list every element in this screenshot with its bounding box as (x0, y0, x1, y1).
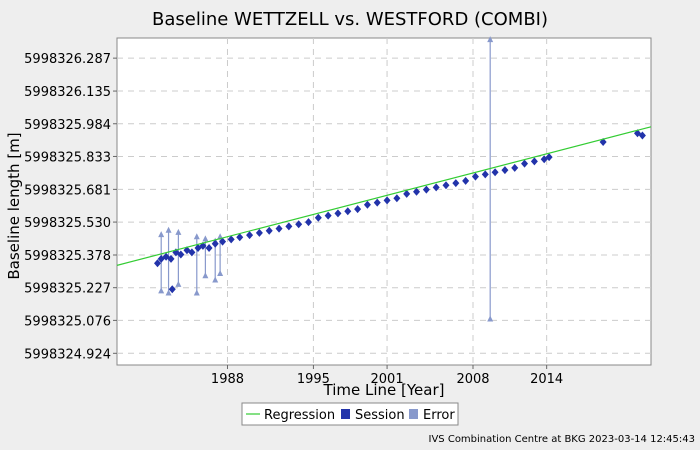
y-tick-label: 5998325.227 (24, 282, 111, 297)
error-cap (487, 36, 494, 43)
legend-error-label: Error (423, 408, 455, 423)
session-point (501, 166, 509, 175)
x-tick-label: 2001 (371, 372, 404, 387)
session-point (168, 285, 176, 294)
legend-error-swatch (409, 409, 418, 419)
y-tick-label: 5998325.984 (24, 118, 111, 133)
session-point (188, 248, 196, 257)
session-point (638, 131, 646, 140)
error-cap (165, 226, 172, 233)
plot-area (116, 37, 652, 366)
session-point (334, 209, 342, 218)
error-cap (165, 289, 172, 296)
session-point (305, 218, 313, 227)
y-axis-label: Baseline length [m] (5, 132, 23, 279)
session-point (354, 205, 362, 214)
error-cap (212, 276, 219, 283)
y-tick-label: 5998325.833 (24, 150, 111, 165)
session-point (393, 194, 401, 203)
y-tick-label: 5998325.681 (24, 183, 111, 198)
session-point (452, 179, 460, 188)
session-point (265, 226, 273, 235)
session-point (530, 157, 538, 166)
y-axis-ticks: 5998326.287 5998326.135 5998325.984 5998325… (24, 52, 117, 362)
session-point (481, 170, 489, 179)
error-cap (158, 287, 165, 294)
x-tick-label: 1988 (211, 372, 244, 387)
session-point (545, 153, 553, 162)
session-points (154, 129, 646, 294)
error-cap (193, 233, 200, 240)
y-tick-label: 5998325.530 (24, 216, 111, 231)
session-point (363, 200, 371, 209)
session-point (462, 176, 470, 185)
x-tick-label: 2008 (456, 372, 489, 387)
error-cap (158, 231, 165, 238)
legend: Regression Session Error (241, 402, 459, 426)
session-point (154, 259, 162, 268)
footer-credit: IVS Combination Centre at BKG 2023-03-14… (429, 434, 695, 445)
session-point (413, 187, 421, 196)
error-cap (175, 228, 182, 235)
session-point (177, 250, 185, 259)
error-cap (217, 270, 224, 277)
x-tick-label: 1995 (297, 372, 330, 387)
session-point (295, 220, 303, 229)
session-point (275, 224, 283, 233)
y-tick-label: 5998326.287 (24, 52, 111, 67)
legend-session-label: Session (355, 408, 405, 423)
session-point (403, 189, 411, 198)
y-tick-label: 5998324.924 (24, 347, 111, 362)
y-tick-label: 5998325.076 (24, 314, 111, 329)
session-point (167, 254, 175, 263)
error-cap (175, 280, 182, 287)
session-point (314, 213, 322, 222)
session-point (442, 181, 450, 190)
error-cap (202, 272, 209, 279)
session-point (285, 222, 293, 231)
session-point (511, 163, 519, 172)
x-axis-ticks: 1988 1995 2001 2008 2014 (211, 365, 563, 387)
error-cap (193, 289, 200, 296)
session-point (471, 172, 479, 181)
session-point (491, 168, 499, 177)
session-point (422, 185, 430, 194)
session-point (205, 244, 213, 253)
chart-title: Baseline WETTZELL vs. WESTFORD (COMBI) (152, 9, 548, 30)
session-point (521, 159, 529, 168)
session-point (324, 211, 332, 220)
legend-session-swatch (341, 409, 350, 419)
grid-lines (117, 38, 651, 365)
session-point (236, 233, 244, 242)
session-point (219, 237, 227, 246)
regression-line-group (116, 126, 652, 266)
legend-regression-label: Regression (264, 408, 335, 423)
session-point (432, 183, 440, 192)
y-tick-label: 5998326.135 (24, 85, 111, 100)
session-point (227, 235, 235, 244)
session-point (211, 239, 219, 248)
session-point (246, 231, 254, 240)
session-point (373, 198, 381, 207)
y-tick-label: 5998325.378 (24, 249, 111, 264)
regression-line (116, 126, 652, 266)
session-point (344, 207, 352, 216)
error-cap (202, 235, 209, 242)
x-axis-label: Time Line [Year] (323, 381, 445, 399)
session-point (255, 228, 263, 237)
session-point (383, 196, 391, 205)
error-cap (487, 315, 494, 322)
x-tick-label: 2014 (530, 372, 563, 387)
